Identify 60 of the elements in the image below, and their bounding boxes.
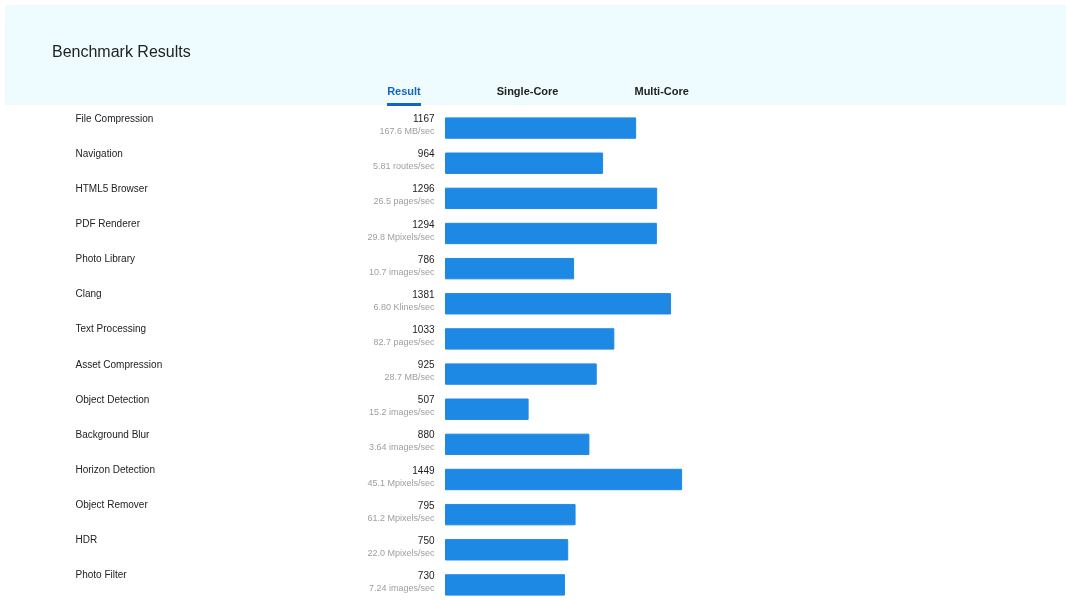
- data-label: 964: [417, 148, 435, 160]
- text: Result: [387, 85, 421, 106]
- data-label: 730: [417, 569, 435, 581]
- y-tick-label: Asset Compression: [75, 358, 163, 370]
- bar: [445, 433, 590, 456]
- bar: [445, 328, 615, 350]
- text: 45.1 Mpixels/sec: [367, 477, 435, 488]
- y-tick-label: HTML5 Browser: [75, 182, 149, 194]
- y-tick-label: PDF Renderer: [75, 218, 141, 229]
- y-tick-label: Photo Library: [75, 253, 135, 265]
- data-label: 750: [417, 534, 435, 546]
- data-label: 786: [417, 253, 435, 265]
- data-label: 1449: [412, 464, 435, 476]
- text: Single-Core: [496, 85, 559, 99]
- text: 15.2 images/sec: [368, 407, 435, 418]
- bar: [445, 363, 597, 385]
- text: 167.6 MB/sec: [379, 126, 435, 137]
- bar: [445, 398, 529, 420]
- text: 6.80 Klines/sec: [373, 301, 435, 312]
- bar: [445, 293, 672, 315]
- data-label: 1296: [412, 183, 435, 195]
- y-tick-label: Photo Filter: [75, 569, 128, 581]
- text: 82.7 pages/sec: [373, 336, 435, 347]
- text: 26.5 pages/sec: [373, 196, 435, 207]
- bar: [445, 187, 658, 210]
- y-tick-label: Navigation: [75, 147, 123, 159]
- data-label: 507: [417, 394, 435, 406]
- bar: [445, 468, 683, 491]
- y-tick-label: Object Detection: [75, 393, 150, 405]
- y-tick-label: File Compression: [75, 112, 154, 124]
- text: 61.2 Mpixels/sec: [367, 512, 435, 523]
- bar: [445, 117, 637, 139]
- data-label: 1381: [412, 288, 435, 300]
- data-label: 925: [417, 359, 435, 371]
- text: Multi-Core: [634, 85, 689, 99]
- data-label: 880: [417, 429, 435, 441]
- bar: [445, 503, 576, 526]
- text: 29.8 Mpixels/sec: [367, 231, 435, 242]
- text: Benchmark Results: [52, 42, 191, 62]
- y-tick-label: HDR: [75, 534, 98, 546]
- data-label: 1167: [413, 113, 435, 125]
- bar: [445, 257, 575, 280]
- bar: [445, 152, 604, 174]
- data-label: 795: [417, 499, 435, 511]
- y-tick-label: Clang: [75, 288, 102, 300]
- text: 3.64 images/sec: [368, 442, 435, 453]
- y-tick-label: Text Processing: [75, 323, 147, 335]
- y-tick-label: Object Remover: [75, 499, 149, 511]
- text: 22.0 Mpixels/sec: [367, 547, 435, 558]
- text: 7.24 images/sec: [368, 582, 435, 593]
- text: 28.7 MB/sec: [384, 372, 435, 383]
- text: 5.81 routes/sec: [372, 161, 435, 172]
- y-tick-label: Horizon Detection: [75, 464, 155, 475]
- text: 10.7 images/sec: [368, 266, 435, 277]
- bar: [445, 574, 565, 596]
- data-label: 1294: [412, 218, 435, 230]
- bar: [445, 222, 657, 245]
- data-label: 1033: [412, 323, 435, 335]
- bar: [445, 539, 569, 561]
- y-tick-label: Background Blur: [75, 428, 151, 440]
